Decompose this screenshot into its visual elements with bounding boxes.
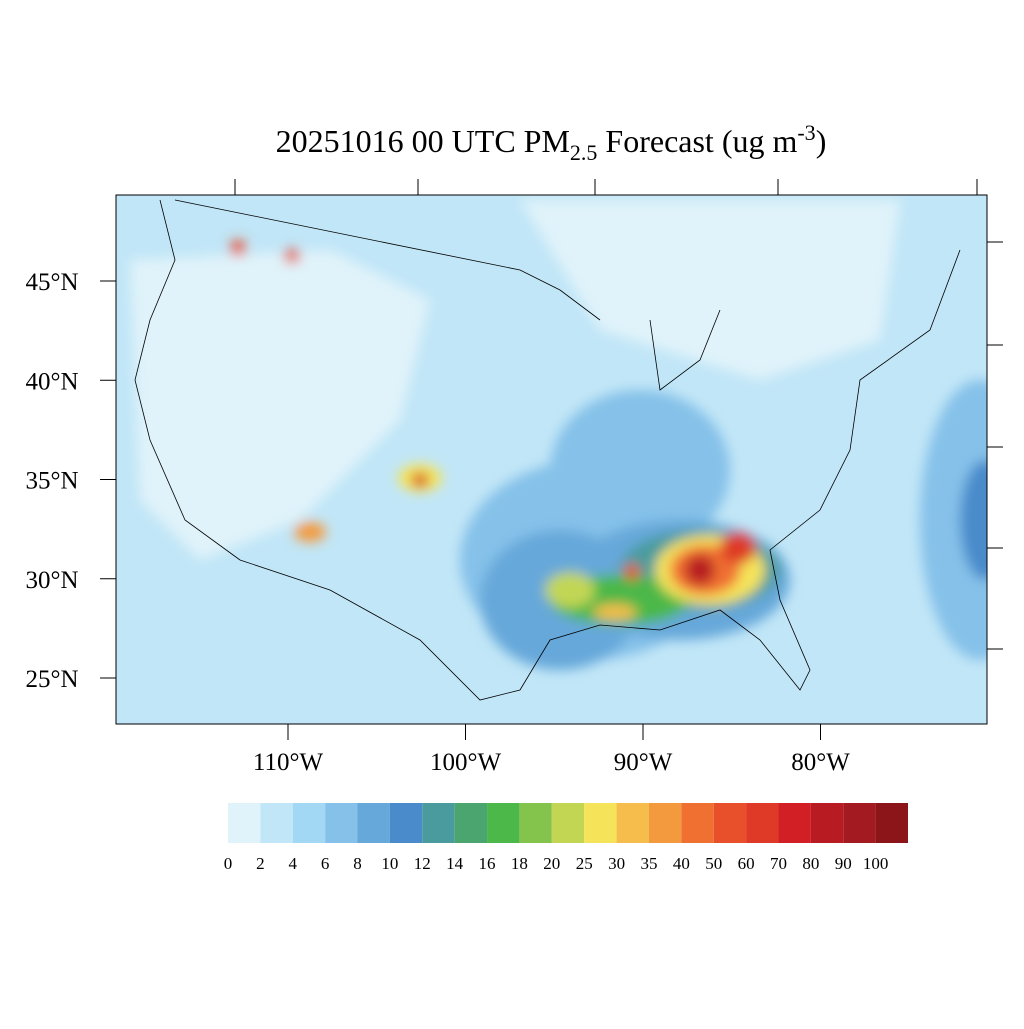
map-frame [115,194,988,725]
colorbar-label: 40 [673,854,690,873]
lat-label: 25°N [25,666,78,693]
colorbar-box [843,803,876,843]
colorbar-label: 16 [479,854,496,873]
colorbar-box [487,803,520,843]
colorbar-label: 2 [256,854,265,873]
colorbar-box [713,803,747,843]
colorbar-label: 35 [640,854,657,873]
colorbar-box [454,803,488,843]
colorbar-box [810,803,844,843]
colorbar-box [648,803,682,843]
map-field [116,195,987,724]
lat-label: 30°N [25,567,78,594]
colorbar-label: 12 [414,854,431,873]
title-end: ) [816,123,827,159]
colorbar-box [875,803,908,843]
colorbar-label: 20 [543,854,560,873]
colorbar-box [260,803,293,843]
colorbar-label: 60 [738,854,755,873]
lon-label: 90°W [614,749,673,776]
lon-label: 80°W [791,749,850,776]
colorbar-label: 0 [224,854,233,873]
colorbar-box [389,803,423,843]
colorbar-label: 30 [608,854,625,873]
colorbar-label: 100 [863,854,889,873]
title-sup: -3 [797,120,815,145]
title: 20251016 00 UTC PM2.5 Forecast (ug m-3) [276,120,827,165]
colorbar-label: 10 [381,854,398,873]
colorbar-label: 8 [353,854,362,873]
lon-label: 100°W [430,749,501,776]
colorbar-label: 25 [576,854,593,873]
colorbar-box [292,803,326,843]
lat-label: 40°N [25,368,78,395]
colorbar-box [616,803,649,843]
title-sub: 2.5 [570,140,598,165]
frame-ticks [234,179,1003,650]
colorbar-box [357,803,390,843]
colorbar-box [778,803,811,843]
colorbar-box [422,803,455,843]
colorbar-label: 80 [802,854,819,873]
colorbar-label: 6 [321,854,330,873]
lat-label: 45°N [25,269,78,296]
lon-label: 110°W [253,749,324,776]
colorbar-box [551,803,585,843]
colorbar-label: 18 [511,854,528,873]
colorbar-label: 70 [770,854,787,873]
title-main: 20251016 00 UTC PM [276,123,570,159]
colorbar-box [584,803,617,843]
title-rest: Forecast (ug m [597,123,797,159]
colorbar-box [228,803,261,843]
colorbar-box [519,803,552,843]
colorbar-label: 50 [705,854,722,873]
colorbar-label: 90 [835,854,852,873]
colorbar-box [325,803,358,843]
colorbar-label: 14 [446,854,464,873]
colorbar-box [746,803,779,843]
colorbar-box [681,803,714,843]
lat-label: 35°N [25,468,78,495]
colorbar-label: 4 [289,854,298,873]
